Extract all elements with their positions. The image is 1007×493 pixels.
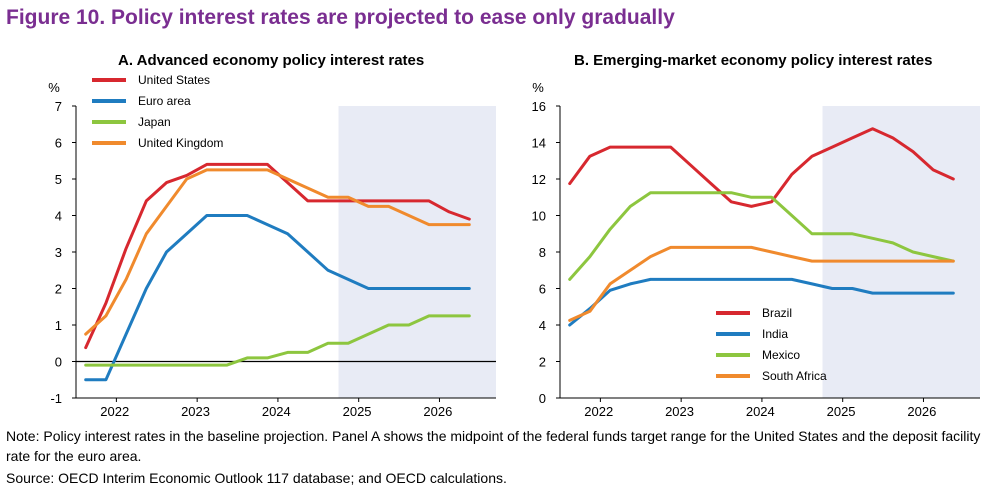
panel-a-y-tick-label: 4 [55,209,62,224]
panel-a-y-tick-label: 1 [55,318,62,333]
panel-a-x-tick-label: 2025 [343,404,372,419]
panel-a-y-tick-label: 3 [55,245,62,260]
panel-a-x-tick-label: 2022 [100,404,129,419]
panel-b-y-tick-label: 2 [539,355,546,370]
panel-b-y-tick-label: 10 [532,209,546,224]
panel-a-x-tick-label: 2026 [423,404,452,419]
panel-a-series-euro-area [84,214,471,382]
panel-b-series-mexico [568,191,955,281]
panel-b-x-tick-label: 2025 [827,404,856,419]
panel-a-y-axis-label: % [48,80,60,95]
panel-a-title: A. Advanced economy policy interest rate… [118,52,425,69]
panel-b-y-tick-label: 14 [532,136,546,151]
panel-b-x-tick-label: 2024 [746,404,775,419]
panel-a-legend-label: United States [138,73,210,87]
panel-b-legend-label: South Africa [762,369,827,383]
panel-a-series-united-kingdom [84,168,471,336]
panel-b-legend-label: India [762,327,788,341]
panel-b-y-tick-label: 0 [539,391,546,406]
panel-a-series-japan [84,314,471,367]
panel-a-y-tick-label: -1 [50,391,62,406]
panel-b-series-south-africa [568,245,955,322]
panel-a-y-tick-label: 5 [55,172,62,187]
panel-a-y-tick-label: 7 [55,99,62,114]
panel-b-y-tick-label: 4 [539,318,546,333]
panel-b-y-tick-label: 16 [532,99,546,114]
panel-b-projection-shade [822,106,980,398]
figure-note: Note: Policy interest rates in the basel… [6,428,981,464]
panel-a-projection-shade [338,106,496,398]
panel-a-legend-label: Japan [138,115,171,129]
panel-b-y-tick-label: 12 [532,172,546,187]
panel-b-x-tick-label: 2026 [907,404,936,419]
figure-title: Figure 10. Policy interest rates are pro… [6,6,675,29]
panel-b-title: B. Emerging-market economy policy intere… [574,52,933,69]
panel-a-legend-label: Euro area [138,94,191,108]
panel-a-y-tick-label: 6 [55,136,62,151]
panel-a-legend-label: United Kingdom [138,136,223,150]
panel-a-y-tick-label: 0 [55,355,62,370]
panel-b-series-india [568,277,955,327]
figure-source: Source: OECD Interim Economic Outlook 11… [6,470,507,486]
panel-b-y-tick-label: 6 [539,282,546,297]
panel-b-y-tick-label: 8 [539,245,546,260]
panel-b-x-tick-label: 2022 [584,404,613,419]
panel-b-legend-label: Brazil [762,306,792,320]
panel-a-x-tick-label: 2023 [181,404,210,419]
panel-b-series-brazil [568,127,955,208]
panel-b-y-axis-label: % [532,80,544,95]
panel-a-x-tick-label: 2024 [262,404,291,419]
panel-b-legend-label: Mexico [762,348,800,362]
panel-a-y-tick-label: 2 [55,282,62,297]
panel-b-x-tick-label: 2023 [665,404,694,419]
